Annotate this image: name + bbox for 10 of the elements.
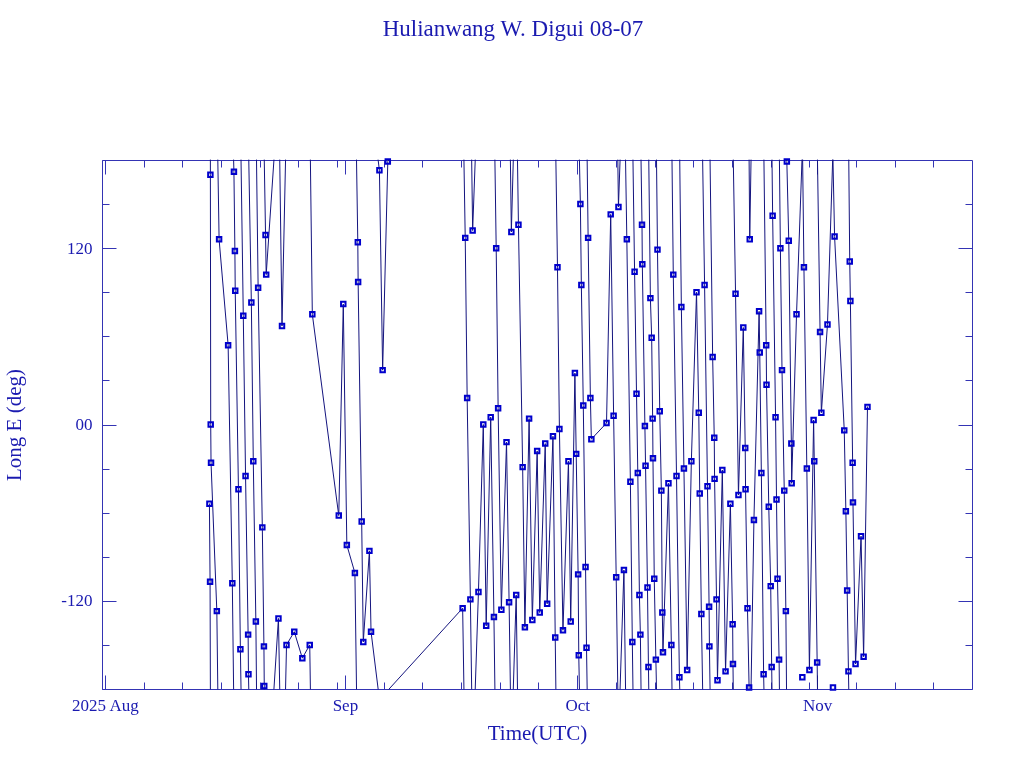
y-tick-label: -120 xyxy=(61,591,93,611)
x-tick-label: 2025 Aug xyxy=(72,695,140,715)
y-tick-label: 120 xyxy=(67,238,93,258)
x-tick-label: Nov xyxy=(803,695,833,715)
x-tick-label: Sep xyxy=(332,695,359,715)
chart-title: Hulianwang W. Digui 08-07 xyxy=(382,16,644,42)
x-tick-label: Oct xyxy=(565,695,591,715)
x-axis-title: Time(UTC) xyxy=(487,720,588,745)
y-axis-title: Long E (deg) xyxy=(2,369,27,481)
y-tick-label: 00 xyxy=(75,415,93,434)
